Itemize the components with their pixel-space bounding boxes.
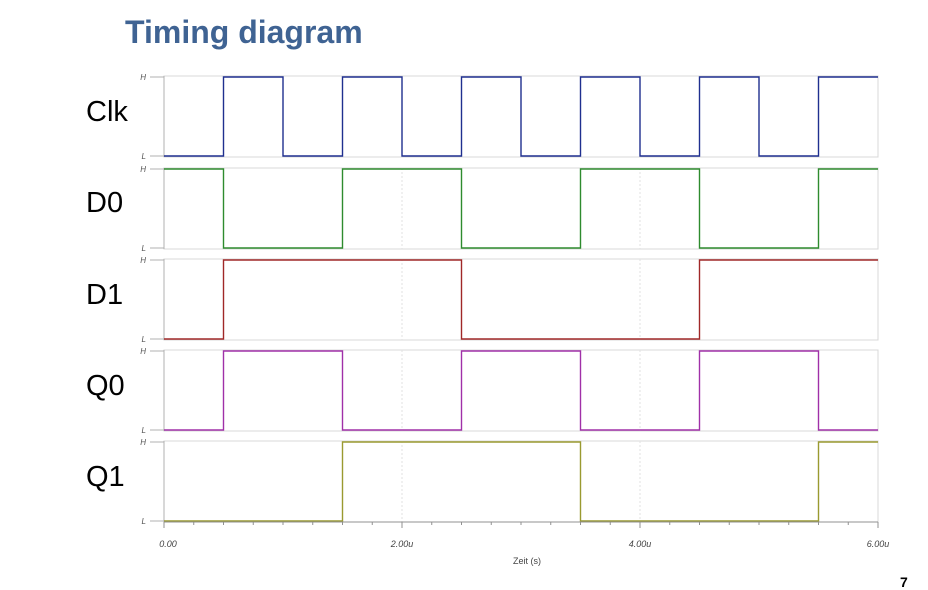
level-label-low: L bbox=[142, 244, 146, 253]
waveform-d1 bbox=[164, 259, 878, 340]
time-tick-label: 4.00u bbox=[629, 539, 652, 549]
page-number: 7 bbox=[900, 574, 908, 590]
panel-frame bbox=[163, 440, 879, 523]
time-tick-label: 0.00 bbox=[159, 539, 177, 549]
time-tick-label: 2.00u bbox=[390, 539, 414, 549]
signal-label-q0: Q0 bbox=[86, 370, 125, 402]
panel-q1: HL bbox=[140, 438, 879, 526]
time-axis-label: Zeit (s) bbox=[513, 556, 541, 566]
signal-label-clk: Clk bbox=[86, 96, 128, 128]
level-label-high: H bbox=[140, 256, 146, 265]
panel-frame bbox=[163, 349, 879, 432]
waveform-d0 bbox=[164, 168, 878, 249]
waveform-q1 bbox=[164, 441, 878, 522]
level-label-high: H bbox=[140, 347, 146, 356]
level-label-low: L bbox=[142, 335, 146, 344]
waveform-q0 bbox=[164, 350, 878, 431]
signal-label-d1: D1 bbox=[86, 279, 124, 311]
level-label-high: H bbox=[140, 165, 146, 174]
slide-title: Timing diagram bbox=[125, 14, 363, 50]
level-label-high: H bbox=[140, 438, 146, 447]
level-label-low: L bbox=[142, 152, 146, 161]
panel-frame bbox=[163, 167, 879, 250]
panel-d0: HL bbox=[140, 165, 879, 253]
level-label-low: L bbox=[142, 426, 146, 435]
level-label-low: L bbox=[142, 517, 146, 526]
time-tick-label: 6.00u bbox=[867, 539, 890, 549]
panel-d1: HL bbox=[140, 256, 879, 344]
panel-clk: HL bbox=[140, 73, 879, 161]
panel-frame bbox=[163, 258, 879, 341]
level-label-high: H bbox=[140, 73, 146, 82]
signal-label-q1: Q1 bbox=[86, 461, 125, 493]
signal-label-d0: D0 bbox=[86, 187, 124, 219]
panel-q0: HL bbox=[140, 347, 879, 435]
waveform-clk bbox=[164, 76, 878, 157]
